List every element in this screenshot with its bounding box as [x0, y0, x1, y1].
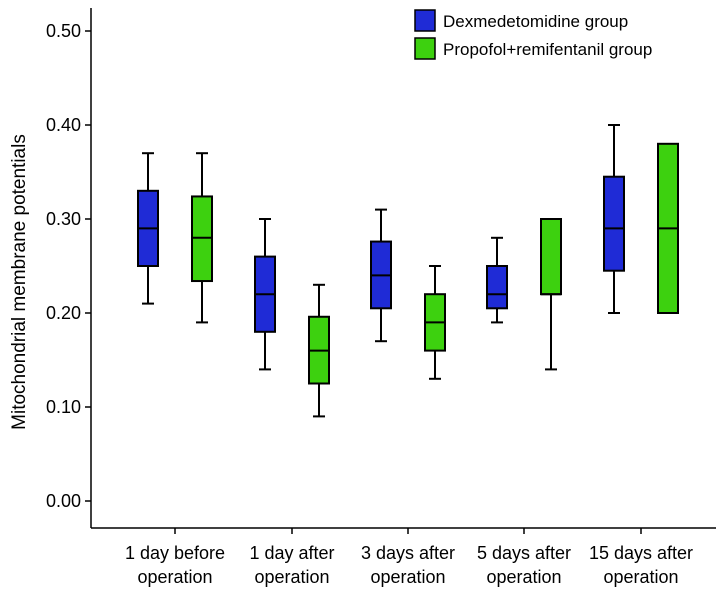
- legend-label-2: Propofol+remifentanil group: [443, 40, 652, 59]
- x-tick-label: 5 days after operation: [477, 543, 571, 587]
- box: [603, 175, 625, 272]
- y-tick-label: 0.10: [46, 397, 81, 417]
- plot-area: [137, 124, 679, 418]
- x-tick-label: 1 day after operation: [249, 543, 334, 587]
- box-propofol-remifentanil-5: [657, 142, 679, 314]
- x-tick-label: 15 days after operation: [589, 543, 693, 587]
- x-tick-label: 1 day before operation: [125, 543, 225, 587]
- box: [540, 218, 562, 296]
- box: [486, 265, 508, 310]
- y-tick-label: 0.20: [46, 303, 81, 323]
- y-tick-label: 0.40: [46, 115, 81, 135]
- axes: 0.00 0.10 0.20 0.30 0.40 0.50 1 day before oper…: [46, 8, 716, 587]
- box-dexmedetomidine-2: [254, 218, 276, 371]
- box-dexmedetomidine-4: [486, 236, 508, 324]
- box-dexmedetomidine-5: [603, 124, 625, 314]
- box-propofol-remifentanil-3: [424, 265, 446, 380]
- box-propofol-remifentanil-4: [540, 218, 562, 371]
- box-dexmedetomidine-1: [137, 152, 159, 305]
- legend-swatch-2: [414, 37, 436, 60]
- box-propofol-remifentanil-1: [191, 152, 213, 324]
- y-axis-title: Mitochondrial membrane potentials: [9, 134, 30, 430]
- x-tick-label: 3 days after operation: [361, 543, 455, 587]
- legend-label-1: Dexmedetomidine group: [443, 12, 628, 31]
- y-tick-label: 0.00: [46, 491, 81, 511]
- box-propofol-remifentanil-2: [308, 283, 330, 418]
- legend-swatch-1: [414, 9, 436, 32]
- y-tick-label: 0.30: [46, 209, 81, 229]
- box-dexmedetomidine-3: [370, 208, 392, 343]
- legend: Dexmedetomidine group Propofol+remifentan…: [414, 9, 652, 60]
- y-tick-label: 0.50: [46, 21, 81, 41]
